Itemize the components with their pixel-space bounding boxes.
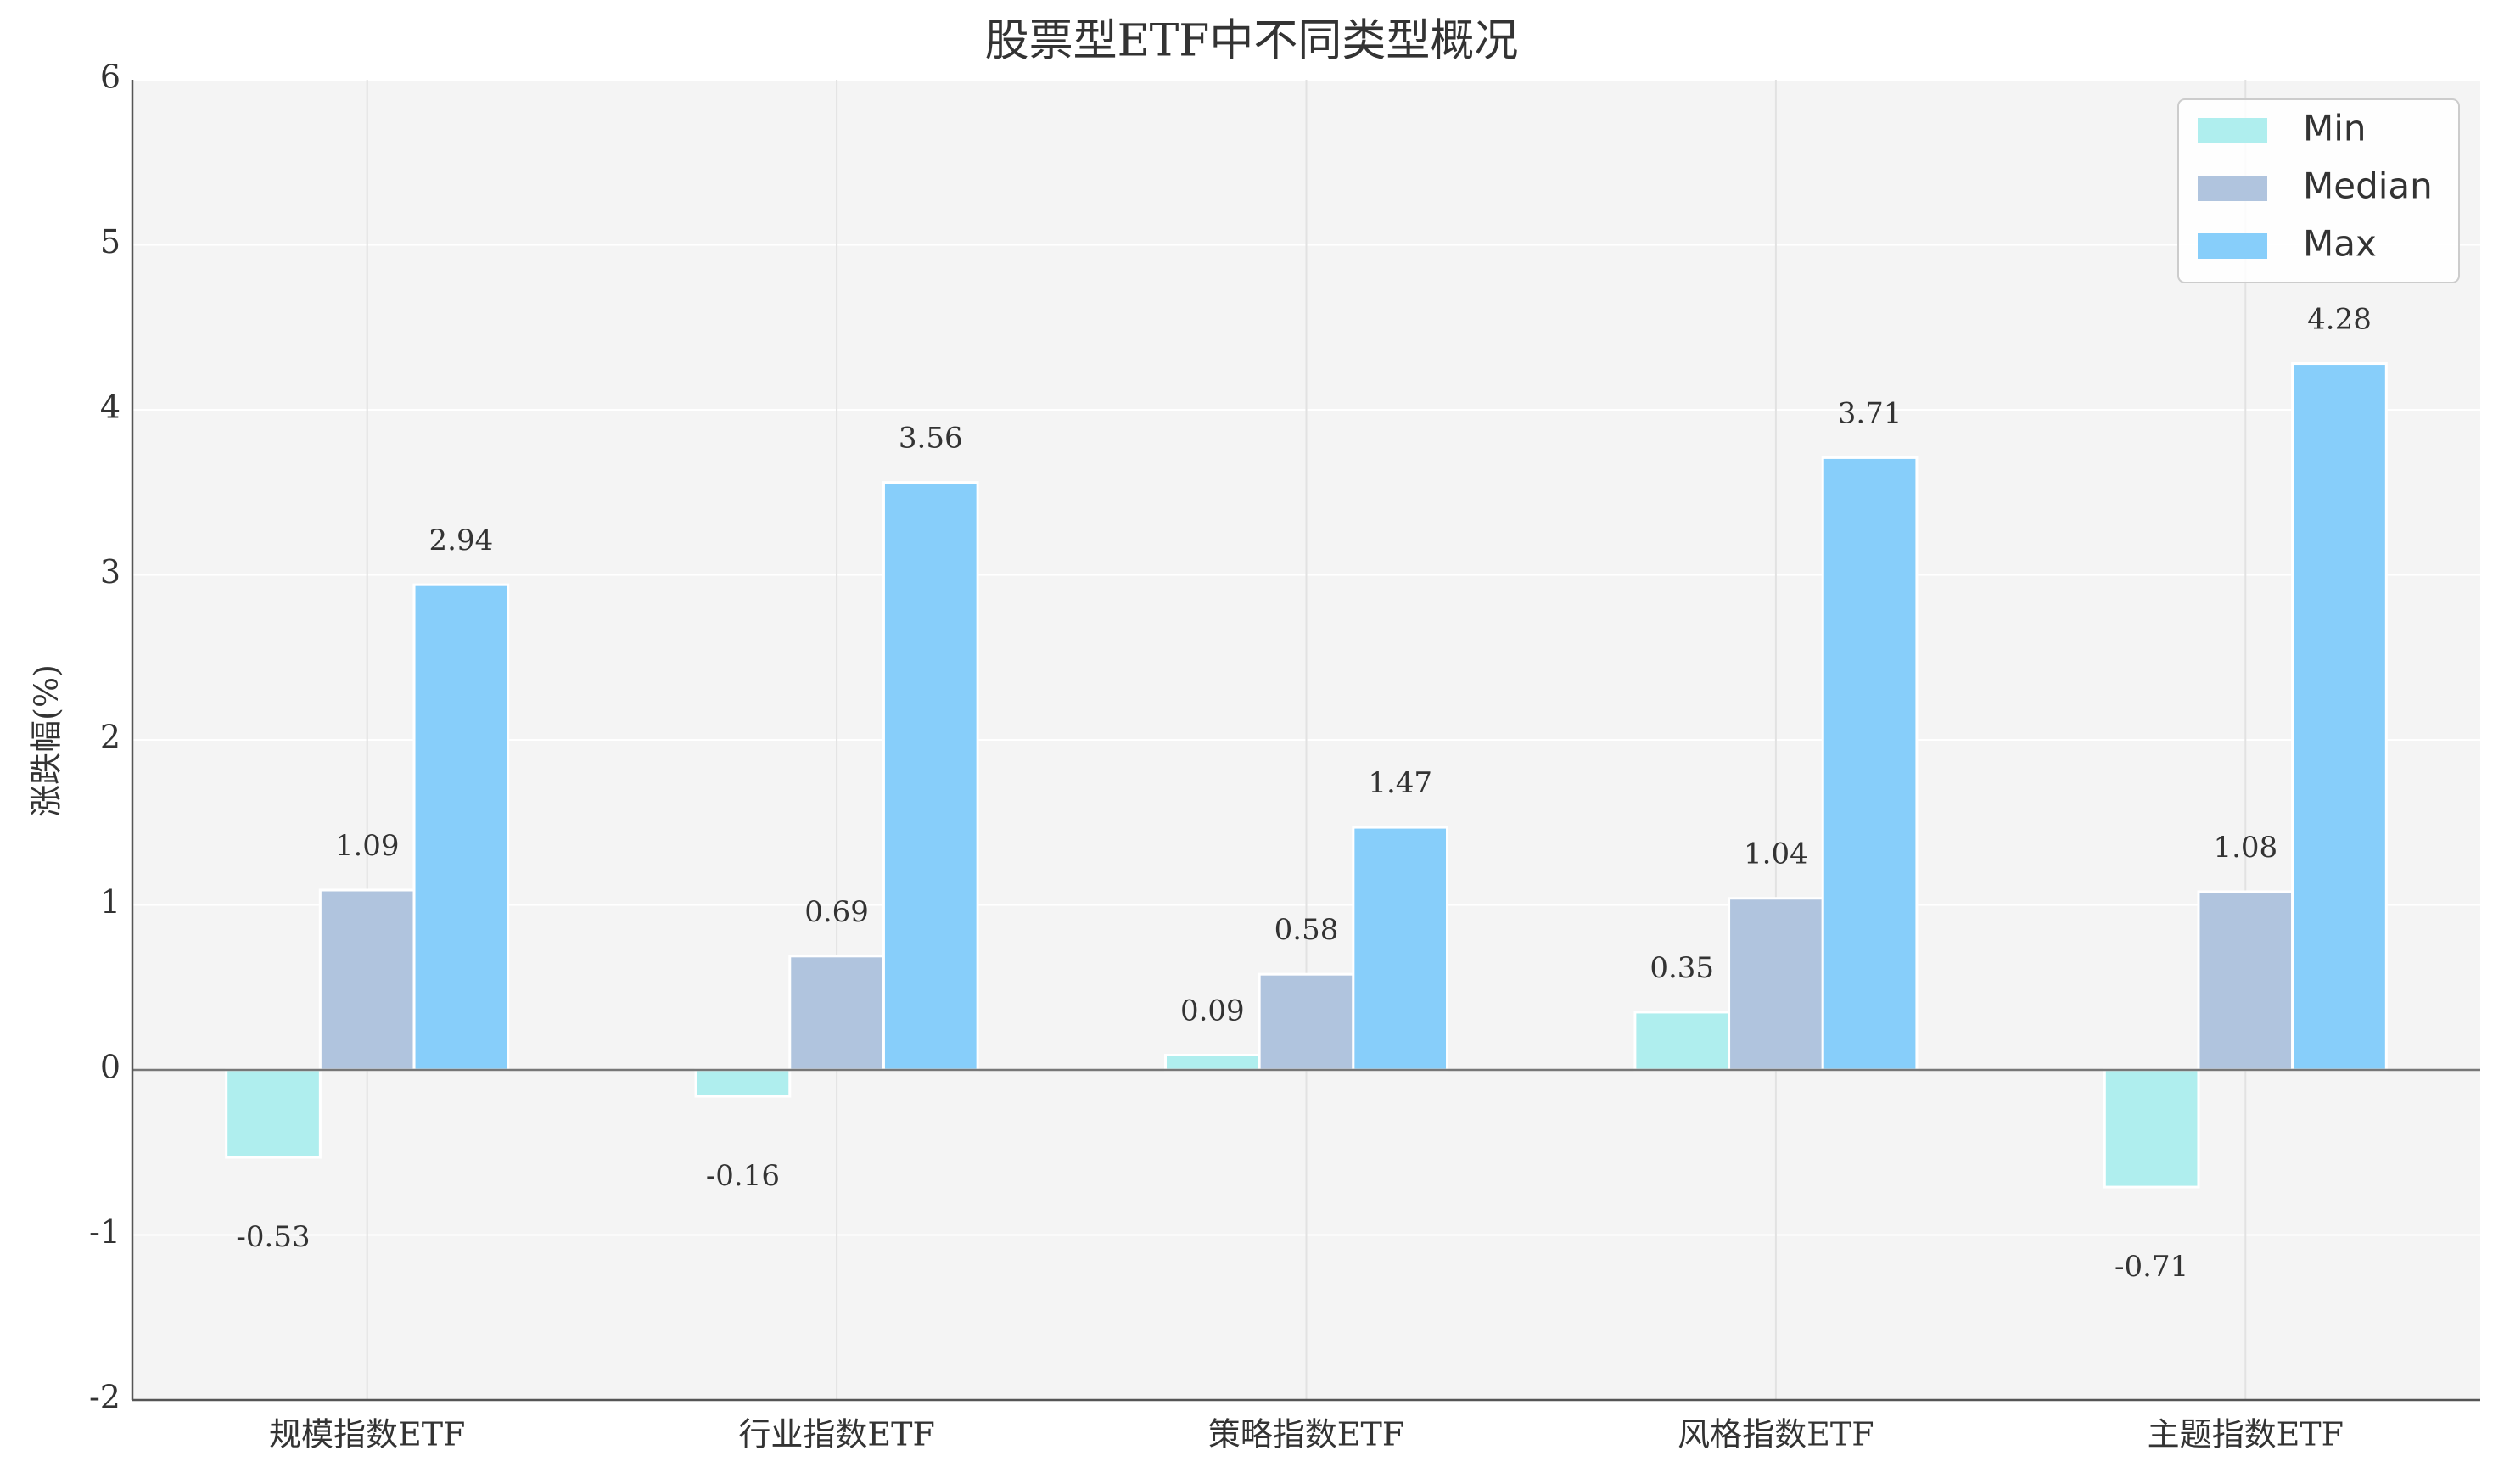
y-tick-label: 6 (100, 59, 120, 96)
legend-label: Min (2303, 108, 2367, 149)
bar (225, 1068, 322, 1159)
bar (412, 583, 510, 1072)
y-tick-label: 3 (100, 553, 120, 591)
data-label: 3.71 (1838, 396, 1902, 430)
x-tick-label: 规模指数ETF (269, 1416, 465, 1453)
bar (1728, 897, 1824, 1072)
data-label: 1.47 (1368, 766, 1432, 800)
bar (2197, 890, 2294, 1072)
legend-swatch (2198, 176, 2267, 201)
bar (1258, 972, 1355, 1072)
y-tick-label: 1 (100, 883, 120, 921)
data-label: 0.58 (1274, 913, 1339, 947)
bar (318, 888, 416, 1072)
bar (1633, 1011, 1731, 1072)
y-tick-label: -2 (89, 1379, 120, 1416)
data-label: 1.08 (2213, 831, 2277, 865)
data-label: 1.09 (335, 829, 400, 863)
data-label: -0.16 (706, 1159, 780, 1193)
data-label: 3.56 (899, 422, 963, 456)
y-tick-label: -1 (89, 1213, 120, 1251)
x-tick-label: 主题指数ETF (2148, 1416, 2344, 1453)
data-label: 0.35 (1650, 951, 1714, 985)
bar (694, 1068, 792, 1098)
data-label: -0.53 (236, 1220, 310, 1254)
bar (1821, 456, 1919, 1072)
data-label: 0.09 (1180, 994, 1245, 1028)
bar (788, 955, 885, 1072)
bar (2103, 1068, 2200, 1189)
y-tick-label: 5 (100, 223, 120, 260)
x-tick-label: 行业指数ETF (738, 1416, 934, 1453)
y-tick-label: 2 (100, 719, 120, 756)
bar (2291, 362, 2388, 1072)
data-label: 0.69 (804, 895, 869, 929)
x-tick-label: 风格指数ETF (1678, 1416, 1874, 1453)
y-axis-label: 涨跌幅(%) (28, 664, 65, 817)
legend-label: Max (2303, 223, 2377, 265)
legend-swatch (2198, 118, 2267, 143)
bar (1163, 1053, 1261, 1072)
bar (1352, 826, 1449, 1072)
data-label: 1.04 (1744, 837, 1808, 871)
x-tick-label: 策略指数ETF (1208, 1416, 1404, 1453)
legend-label: Median (2303, 165, 2433, 207)
chart-title: 股票型ETF中不同类型概况 (985, 16, 1519, 67)
data-label: 4.28 (2307, 303, 2372, 337)
y-tick-label: 4 (100, 389, 120, 426)
data-label: 2.94 (429, 524, 494, 557)
data-label: -0.71 (2115, 1250, 2188, 1284)
bar (882, 481, 979, 1072)
y-tick-label: 0 (100, 1049, 120, 1086)
legend-swatch (2198, 233, 2267, 259)
